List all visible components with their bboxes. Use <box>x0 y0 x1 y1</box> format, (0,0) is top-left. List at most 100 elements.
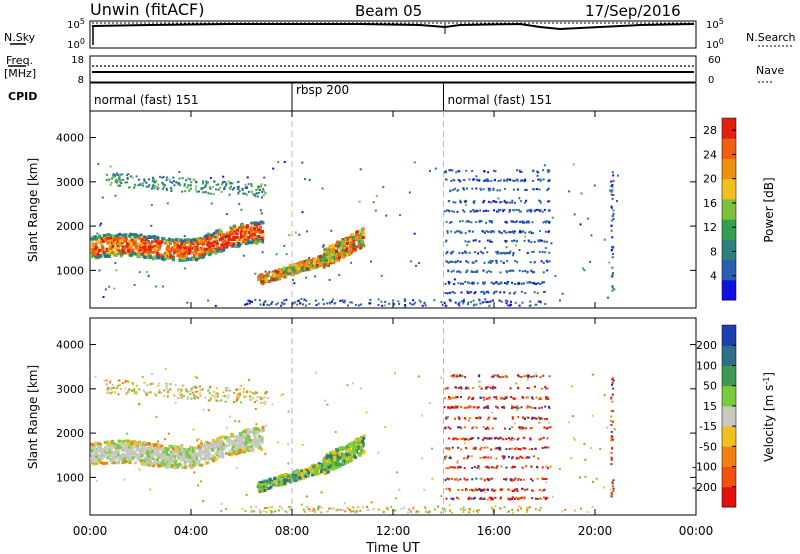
scatter-cell <box>470 497 473 500</box>
scatter-cell <box>95 236 99 240</box>
scatter-cell <box>547 200 550 203</box>
scatter-cell <box>195 456 199 460</box>
scatter-cell <box>506 179 509 182</box>
scatter-cell <box>109 183 112 186</box>
scatter-cell <box>477 465 480 468</box>
colorbar-segment <box>722 138 736 159</box>
scatter-cell <box>257 228 261 232</box>
scatter-cell <box>350 261 353 264</box>
scatter-cell <box>112 238 116 242</box>
scatter-cell <box>129 186 132 189</box>
scatter-cell <box>468 282 471 285</box>
scatter-cell <box>511 240 513 243</box>
scatter-cell <box>246 187 249 190</box>
scatter-cell <box>254 430 258 434</box>
scatter-cell <box>292 278 294 281</box>
scatter-cell <box>198 252 202 256</box>
scatter-cell <box>505 271 508 274</box>
scatter-cell <box>454 478 457 481</box>
scatter-cell <box>480 489 483 492</box>
scatter-cell <box>404 305 407 308</box>
scatter-cell <box>332 243 335 247</box>
scatter-cell <box>302 303 304 306</box>
scatter-cell <box>449 427 452 430</box>
scatter-cell <box>301 161 304 164</box>
scatter-cell <box>534 261 536 263</box>
scatter-cell <box>148 456 152 460</box>
scatter-cell <box>484 281 486 284</box>
scatter-cell <box>475 187 478 190</box>
scatter-cell <box>482 210 485 213</box>
scatter-cell <box>495 405 498 408</box>
scatter-cell <box>308 257 311 259</box>
scatter-cell <box>105 247 108 250</box>
scatter-cell <box>207 446 211 450</box>
scatter-cell <box>545 387 548 390</box>
scatter-cell <box>138 388 141 391</box>
scatter-cell <box>301 265 305 269</box>
scatter-cell <box>315 263 319 267</box>
scatter-cell <box>463 477 466 480</box>
scatter-cell <box>142 246 145 249</box>
scatter-cell <box>466 244 469 247</box>
scatter-cell <box>511 426 514 429</box>
scatter-cell <box>229 242 233 246</box>
scatter-cell <box>96 240 100 244</box>
scatter-cell <box>195 258 198 262</box>
scatter-cell <box>347 252 351 256</box>
scatter-cell <box>476 209 479 212</box>
scatter-cell <box>248 190 250 193</box>
scatter-cell <box>455 396 458 399</box>
scatter-cell <box>127 249 131 253</box>
scatter-cell <box>450 169 453 172</box>
scatter-cell <box>532 375 535 378</box>
scatter-cell <box>185 245 189 249</box>
scatter-cell <box>344 237 348 241</box>
scatter-cell <box>138 245 142 249</box>
scatter-cell <box>530 375 533 378</box>
scatter-cell <box>225 184 228 187</box>
scatter-cell <box>258 434 262 438</box>
scatter-cell <box>508 270 511 272</box>
scatter-cell <box>497 208 500 211</box>
scatter-cell <box>98 445 102 449</box>
scatter-cell <box>281 268 285 272</box>
scatter-cell <box>241 187 244 190</box>
scatter-cell <box>119 181 122 184</box>
scatter-cell <box>126 439 130 443</box>
scatter-cell <box>181 239 185 243</box>
scatter-cell <box>224 400 227 403</box>
scatter-cell <box>212 390 215 393</box>
scatter-cell <box>489 478 492 481</box>
scatter-cell <box>247 428 251 432</box>
scatter-cell <box>516 374 519 377</box>
scatter-cell <box>249 300 251 303</box>
scatter-cell <box>120 387 123 390</box>
scatter-cell <box>161 181 164 184</box>
scatter-cell <box>218 247 222 251</box>
scatter-cell <box>463 298 465 301</box>
scatter-cell <box>304 178 306 181</box>
scatter-cell <box>482 426 485 429</box>
scatter-cell <box>464 232 467 235</box>
scatter-cell <box>514 397 517 400</box>
scatter-cell <box>511 269 513 272</box>
scatter-cell <box>590 234 593 237</box>
scatter-cell <box>469 488 472 491</box>
scatter-cell <box>171 239 175 242</box>
scatter-cell <box>288 264 292 268</box>
scatter-cell <box>532 455 535 458</box>
scatter-cell <box>163 464 167 468</box>
scatter-cell <box>235 388 238 391</box>
scatter-cell <box>315 468 319 472</box>
scatter-cell <box>463 201 466 204</box>
scatter-cell <box>260 398 263 401</box>
scatter-cell <box>515 178 518 181</box>
scatter-cell <box>193 458 197 462</box>
scatter-cell <box>216 245 220 249</box>
scatter-cell <box>504 188 506 190</box>
scatter-cell <box>210 457 214 461</box>
scatter-cell <box>341 461 345 465</box>
